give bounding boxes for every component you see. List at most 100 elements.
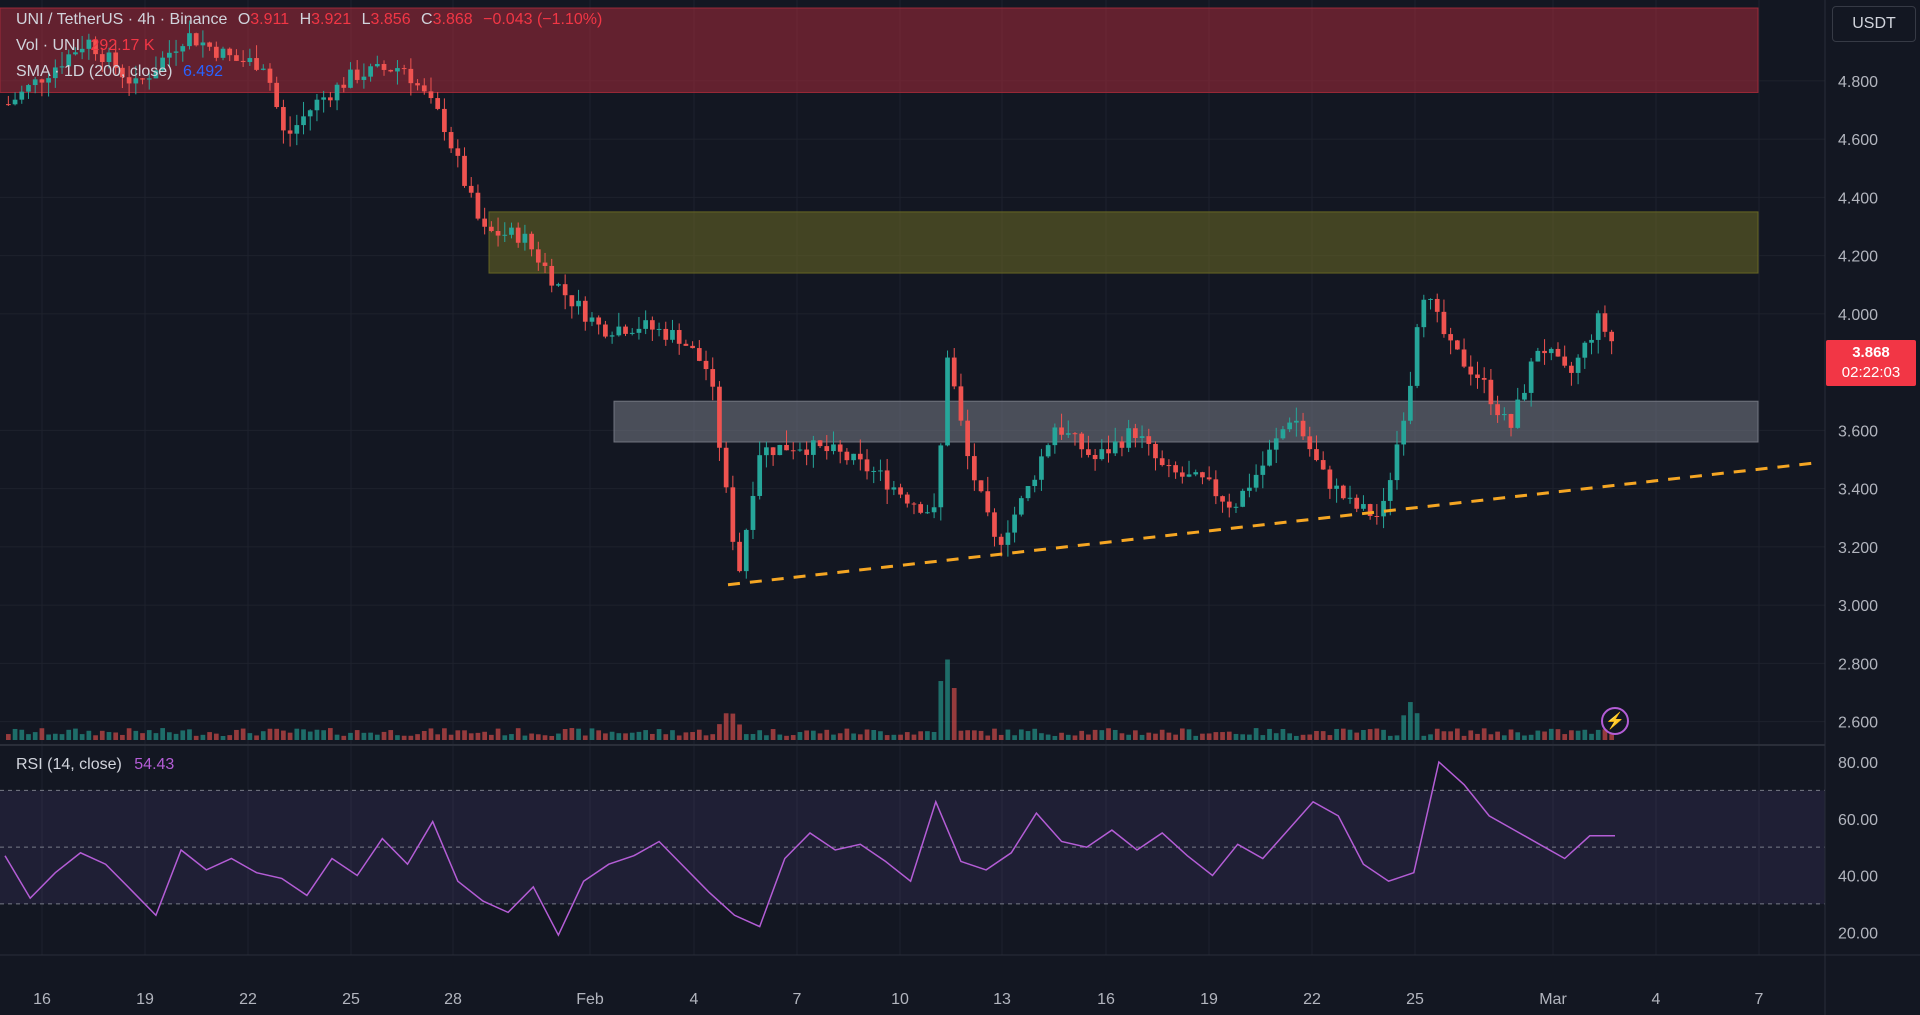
candle-body-161 bbox=[1086, 449, 1091, 455]
volume-bar-207 bbox=[1394, 735, 1400, 740]
candle-body-96 bbox=[650, 320, 655, 330]
candle-body-106 bbox=[717, 386, 722, 448]
candle-body-216 bbox=[1455, 340, 1460, 350]
volume-bar-26 bbox=[180, 730, 186, 740]
volume-bar-156 bbox=[1052, 735, 1058, 740]
volume-bar-146 bbox=[985, 735, 991, 740]
volume-bar-58 bbox=[395, 735, 400, 740]
candle-body-125 bbox=[844, 451, 850, 461]
volume-bar-168 bbox=[1133, 730, 1138, 740]
candle-body-79 bbox=[535, 249, 541, 263]
candle-body-182 bbox=[1226, 501, 1232, 508]
candle-body-75 bbox=[509, 227, 514, 235]
volume-bar-185 bbox=[1247, 734, 1252, 740]
candle-body-221 bbox=[1488, 379, 1494, 405]
candle-body-152 bbox=[1025, 486, 1031, 499]
volume-bar-62 bbox=[421, 730, 427, 740]
candle-body-153 bbox=[1032, 479, 1038, 487]
volume-bar-116 bbox=[784, 735, 789, 740]
candle-body-218 bbox=[1468, 366, 1474, 375]
volume-bar-72 bbox=[489, 734, 494, 740]
candle-body-41 bbox=[281, 107, 286, 131]
volume-bar-238 bbox=[1602, 729, 1608, 740]
volume-bar-214 bbox=[1441, 731, 1447, 740]
volume-bar-205 bbox=[1381, 729, 1386, 740]
volume-bar-98 bbox=[663, 734, 669, 740]
volume-bar-47 bbox=[321, 730, 326, 740]
candle-body-1 bbox=[12, 99, 18, 105]
volume-bar-208 bbox=[1401, 715, 1407, 740]
volume-bar-34 bbox=[234, 729, 239, 740]
candle-body-236 bbox=[1589, 339, 1594, 343]
candle-body-59 bbox=[401, 68, 407, 70]
volume-bar-3 bbox=[26, 734, 31, 740]
volume-bar-229 bbox=[1542, 731, 1547, 740]
volume-bar-167 bbox=[1126, 734, 1131, 740]
volume-bar-209 bbox=[1408, 702, 1413, 740]
volume-bar-141 bbox=[951, 688, 957, 740]
volume-bar-93 bbox=[629, 732, 635, 740]
volume-bar-150 bbox=[1012, 735, 1017, 740]
candle-body-147 bbox=[992, 512, 997, 537]
volume-bar-173 bbox=[1166, 732, 1172, 740]
candle-body-53 bbox=[361, 76, 367, 80]
price-tick-9: 2.800 bbox=[1838, 656, 1878, 673]
volume-bar-169 bbox=[1139, 734, 1145, 740]
price-tick-1: 4.600 bbox=[1838, 132, 1878, 149]
candle-body-168 bbox=[1133, 428, 1138, 438]
volume-bar-121 bbox=[817, 733, 823, 740]
lightning-bolt-icon[interactable]: ⚡ bbox=[1601, 707, 1629, 735]
volume-bar-87 bbox=[589, 728, 595, 740]
candle-body-24 bbox=[167, 52, 172, 58]
candle-body-137 bbox=[925, 512, 930, 514]
candle-body-71 bbox=[482, 218, 487, 227]
volume-bar-147 bbox=[992, 728, 997, 740]
candle-body-19 bbox=[133, 78, 139, 84]
currency-button[interactable]: USDT bbox=[1832, 6, 1916, 42]
candle-body-43 bbox=[294, 125, 300, 134]
candle-body-154 bbox=[1039, 456, 1044, 480]
volume-bar-51 bbox=[348, 732, 353, 740]
volume-bar-130 bbox=[878, 731, 883, 740]
candle-body-23 bbox=[160, 57, 165, 71]
volume-bar-202 bbox=[1361, 729, 1366, 740]
candle-body-70 bbox=[475, 192, 481, 219]
close-label: C bbox=[421, 11, 433, 28]
candle-body-78 bbox=[529, 233, 534, 250]
volume-bar-118 bbox=[797, 732, 803, 740]
candle-body-159 bbox=[1072, 433, 1078, 435]
volume-bar-194 bbox=[1307, 734, 1313, 740]
candle-body-202 bbox=[1361, 504, 1366, 509]
candle-body-206 bbox=[1387, 480, 1393, 501]
time-tick-9: 13 bbox=[993, 991, 1011, 1008]
time-tick-12: 22 bbox=[1303, 991, 1321, 1008]
candle-body-8 bbox=[59, 66, 65, 68]
candle-body-128 bbox=[864, 459, 870, 472]
candle-body-156 bbox=[1052, 427, 1058, 446]
candle-body-149 bbox=[1005, 532, 1011, 545]
candle-body-229 bbox=[1542, 350, 1547, 354]
candle-body-30 bbox=[207, 42, 212, 47]
candle-body-7 bbox=[52, 67, 58, 79]
candle-body-88 bbox=[596, 317, 602, 325]
volume-bar-23 bbox=[160, 728, 165, 740]
candle-body-232 bbox=[1562, 356, 1568, 366]
volume-bar-24 bbox=[167, 732, 172, 740]
candle-body-205 bbox=[1381, 500, 1386, 517]
volume-bar-161 bbox=[1086, 734, 1091, 740]
volume-bar-57 bbox=[388, 730, 394, 740]
candle-body-95 bbox=[643, 320, 648, 329]
candle-body-158 bbox=[1065, 433, 1071, 435]
candle-body-170 bbox=[1146, 436, 1152, 444]
candle-body-45 bbox=[307, 110, 313, 117]
volume-bar-216 bbox=[1455, 728, 1460, 740]
price-axis-bg bbox=[1825, 0, 1920, 1015]
candle-body-215 bbox=[1448, 334, 1453, 341]
volume-bar-198 bbox=[1334, 728, 1339, 740]
candle-body-37 bbox=[254, 58, 259, 70]
volume-bar-43 bbox=[294, 728, 300, 740]
volume-bar-158 bbox=[1065, 734, 1071, 740]
rsi-label: RSI (14, close) bbox=[16, 756, 122, 773]
candle-body-155 bbox=[1045, 445, 1051, 457]
